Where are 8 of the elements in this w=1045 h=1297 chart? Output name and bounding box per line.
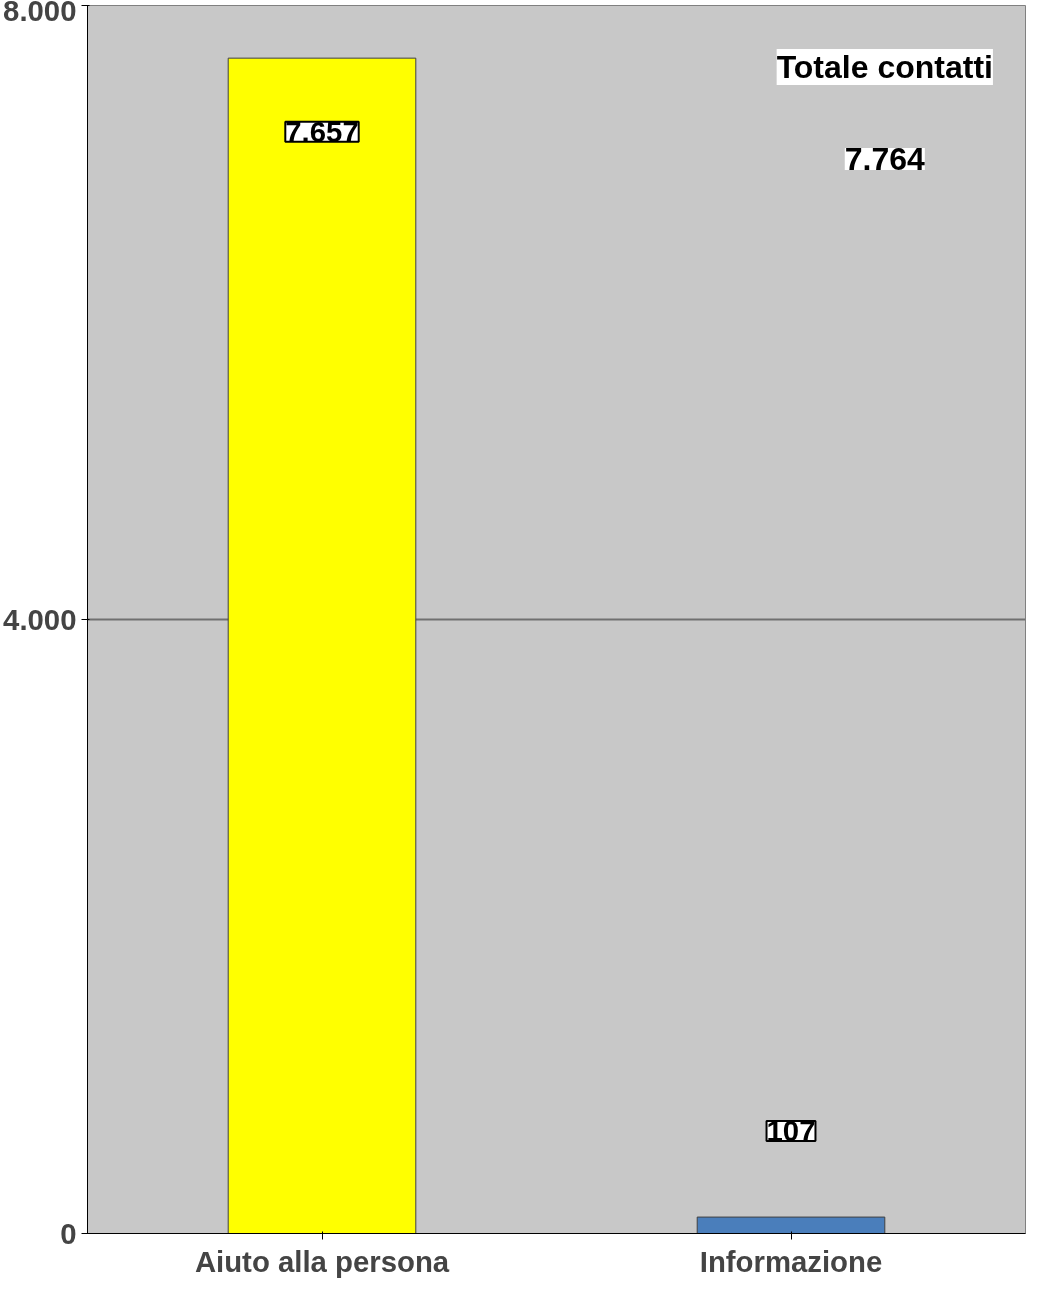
annotation: Totale contatti: [776, 48, 993, 85]
annotation: 7.764: [844, 141, 926, 177]
data-label: 7.657: [285, 114, 359, 148]
y-tick-label: 4.000: [3, 602, 77, 636]
x-tick-label: Aiuto alla persona: [194, 1244, 450, 1278]
y-tick-label: 8.000: [3, 0, 77, 27]
y-tick-label: 0: [60, 1216, 77, 1250]
x-tick-label: Informazione: [699, 1244, 883, 1278]
